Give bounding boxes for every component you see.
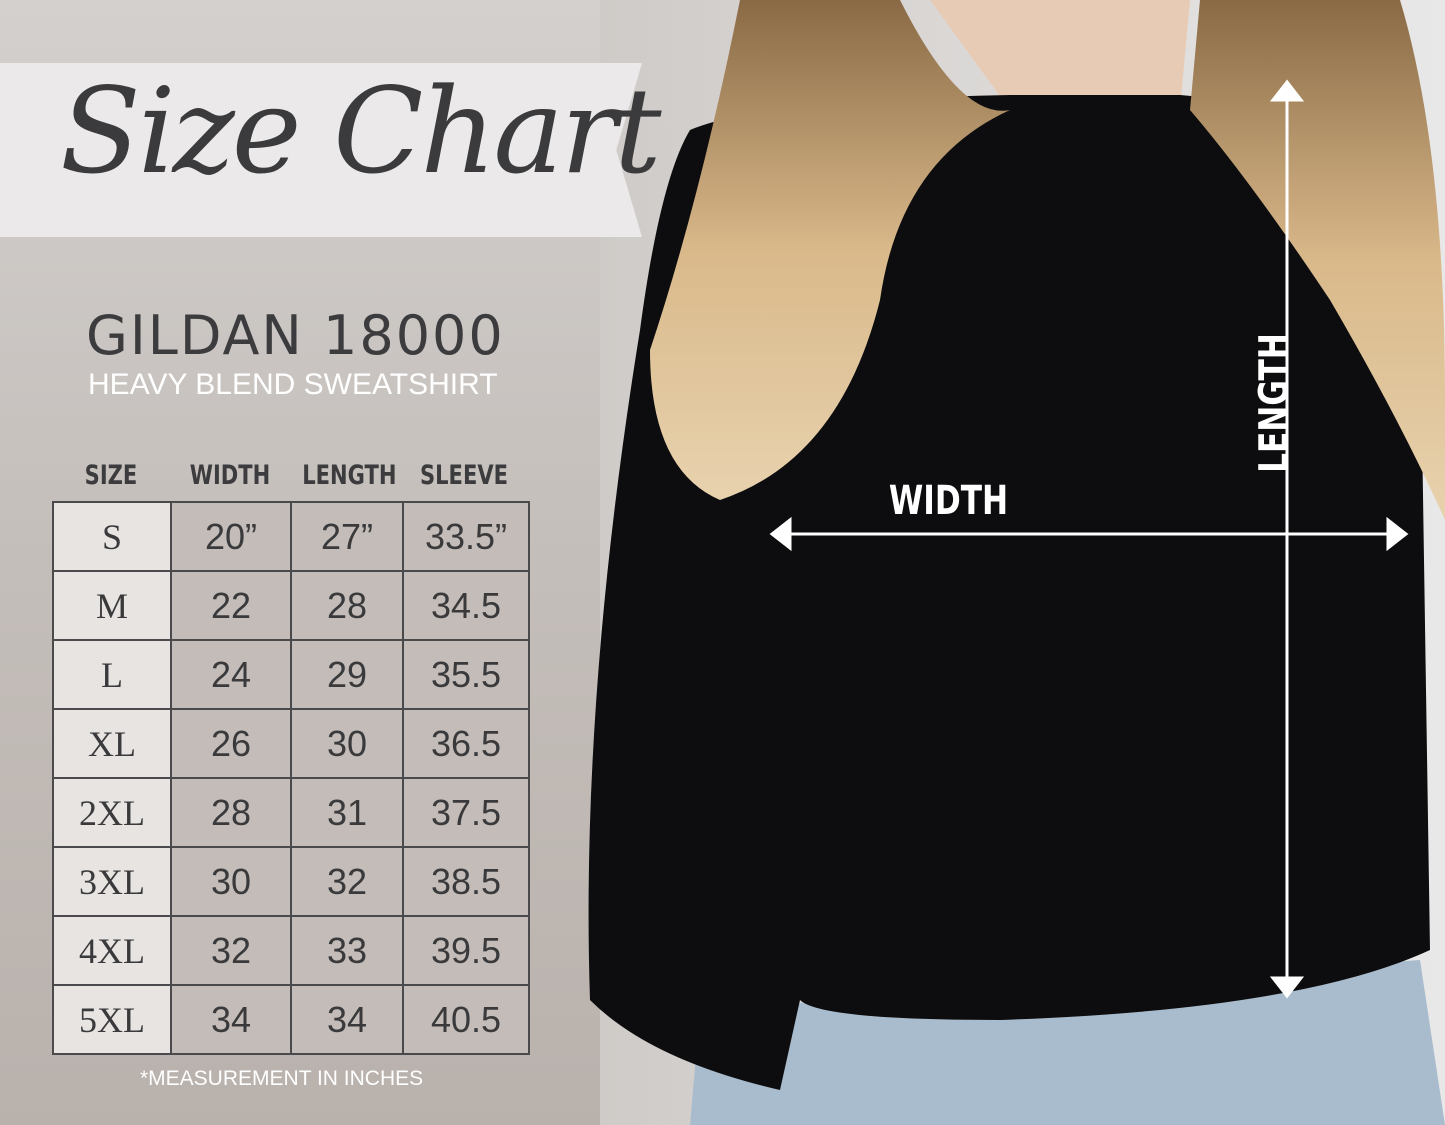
table-row: 3XL 30 32 38.5	[52, 846, 530, 917]
arrow-right-icon	[1386, 516, 1409, 552]
table-row: S 20” 27” 33.5”	[52, 501, 530, 572]
width-cell: 30	[170, 846, 292, 917]
sleeve-cell: 39.5	[402, 915, 530, 986]
sleeve-cell: 37.5	[402, 777, 530, 848]
size-cell: L	[52, 639, 172, 710]
width-cell: 32	[170, 915, 292, 986]
sleeve-cell: 38.5	[402, 846, 530, 917]
width-cell: 28	[170, 777, 292, 848]
size-cell: 5XL	[52, 984, 172, 1055]
size-cell: M	[52, 570, 172, 641]
footnote: *MEASUREMENT IN INCHES	[140, 1067, 424, 1090]
table-row: XL 26 30 36.5	[52, 708, 530, 779]
brand-title: GILDAN 18000	[86, 304, 505, 367]
header-width: WIDTH	[189, 460, 271, 491]
sleeve-cell: 34.5	[402, 570, 530, 641]
size-cell: XL	[52, 708, 172, 779]
table-row: M 22 28 34.5	[52, 570, 530, 641]
length-cell: 30	[290, 708, 404, 779]
product-subtitle: HEAVY BLEND SWEATSHIRT	[88, 368, 498, 401]
size-cell: 2XL	[52, 777, 172, 848]
table-row: L 24 29 35.5	[52, 639, 530, 710]
width-label: WIDTH	[888, 478, 1009, 524]
width-cell: 24	[170, 639, 292, 710]
arrow-up-icon	[1269, 79, 1305, 102]
header-length: LENGTH	[302, 460, 397, 491]
sleeve-cell: 40.5	[402, 984, 530, 1055]
sleeve-cell: 36.5	[402, 708, 530, 779]
arrow-down-icon	[1269, 976, 1305, 999]
width-cell: 34	[170, 984, 292, 1055]
table-row: 5XL 34 34 40.5	[52, 984, 530, 1055]
hair-left	[650, 0, 1010, 500]
length-cell: 32	[290, 846, 404, 917]
table-row: 2XL 28 31 37.5	[52, 777, 530, 848]
table-row: 4XL 32 33 39.5	[52, 915, 530, 986]
size-cell: S	[52, 501, 172, 572]
width-cell: 26	[170, 708, 292, 779]
width-cell: 20”	[170, 501, 292, 572]
size-cell: 4XL	[52, 915, 172, 986]
length-cell: 28	[290, 570, 404, 641]
banner-title: Size Chart	[60, 62, 662, 200]
sleeve-cell: 35.5	[402, 639, 530, 710]
size-cell: 3XL	[52, 846, 172, 917]
length-label: LENGTH	[1251, 333, 1298, 473]
title-banner	[0, 63, 642, 237]
arrow-left-icon	[769, 516, 792, 552]
length-cell: 34	[290, 984, 404, 1055]
header-size: SIZE	[84, 460, 138, 491]
length-cell: 27”	[290, 501, 404, 572]
length-cell: 29	[290, 639, 404, 710]
length-cell: 31	[290, 777, 404, 848]
size-table: S 20” 27” 33.5” M 22 28 34.5 L 24 29 35.5 XL 26 30 36.5…	[52, 501, 530, 1055]
sleeve-cell: 33.5”	[402, 501, 530, 572]
hair-right	[1190, 0, 1445, 520]
neck	[930, 0, 1190, 110]
length-cell: 33	[290, 915, 404, 986]
width-cell: 22	[170, 570, 292, 641]
header-sleeve: SLEEVE	[419, 460, 509, 491]
